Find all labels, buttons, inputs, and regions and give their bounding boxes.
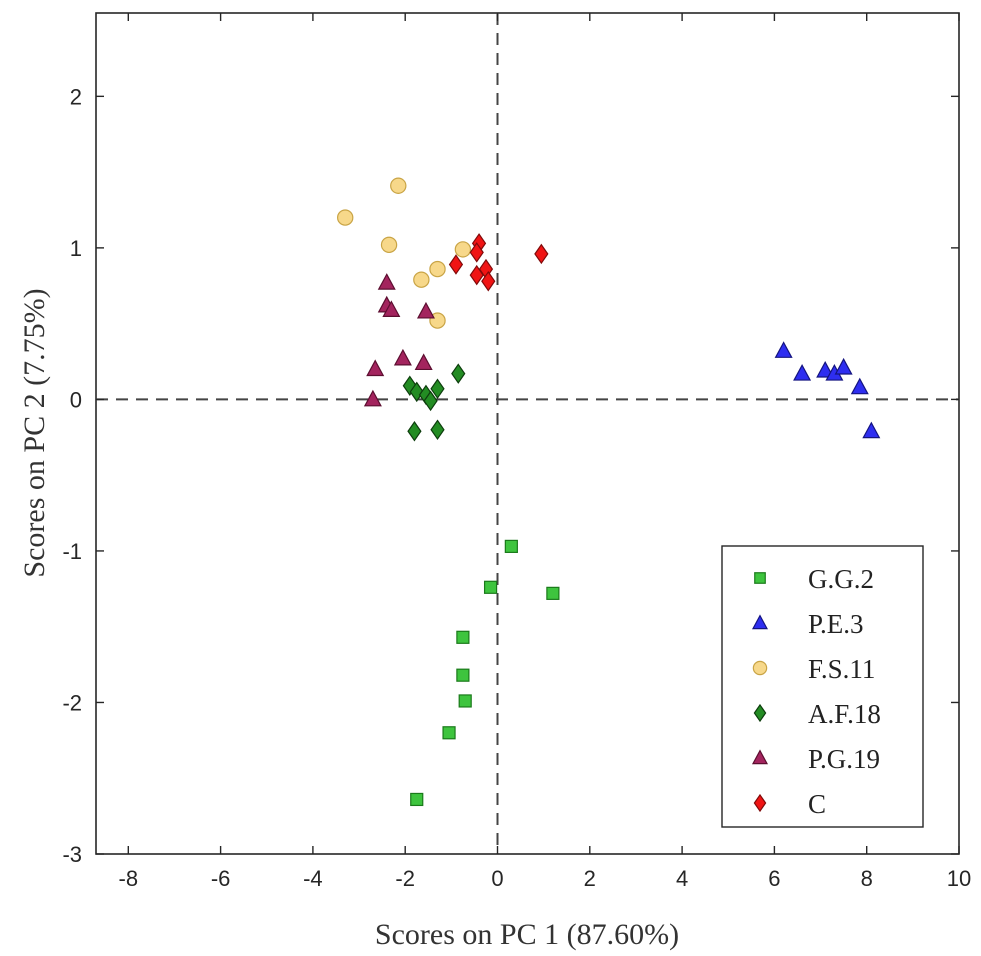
point-p-e-3 [834,357,853,375]
data-points [337,177,881,807]
y-tick-label: -2 [62,690,82,715]
point-f-s-11 [390,177,407,194]
x-tick-label: -4 [303,866,323,891]
point-a-f-18 [407,420,422,442]
x-axis-title: Scores on PC 1 (87.60%) [375,918,679,951]
y-tick-label: 2 [70,84,82,109]
point-c [448,254,464,275]
point-f-s-11 [454,241,472,258]
point-p-e-3 [816,360,835,378]
x-tick-label: 10 [947,866,971,891]
point-p-e-3 [862,421,881,439]
axis-ticks: -8 -6 -4 -2 0 2 4 6 8 10 -3 -2 -1 0 1 2 [62,13,971,891]
point-c [469,242,484,263]
y-tick-label: 0 [70,387,82,412]
y-tick-label: -3 [62,842,82,867]
point-p-e-3 [850,377,869,395]
point-a-f-18 [430,378,445,400]
point-p-g-19 [366,359,385,377]
point-p-e-3 [793,363,812,381]
point-p-g-19 [416,301,435,319]
y-axis-title: Scores on PC 2 (7.75%) [18,288,51,577]
x-tick-label: 2 [584,866,596,891]
point-g-g-2 [546,586,560,600]
point-p-e-3 [774,341,793,358]
x-tick-label: -2 [395,866,415,891]
point-c [534,243,549,265]
legend-marker-a-f-18 [753,703,767,723]
x-tick-label: 0 [491,866,503,891]
point-p-g-19 [377,273,396,290]
point-p-g-19 [414,353,433,371]
point-f-s-11 [429,260,446,278]
x-tick-label: 6 [768,866,780,891]
legend-label-p-e-3: P.E.3 [808,609,864,639]
point-g-g-2 [456,630,470,644]
legend-marker-f-s-11 [752,660,768,676]
point-g-g-2 [483,580,498,594]
point-g-g-2 [458,694,472,708]
x-tick-label: -6 [211,866,231,891]
point-g-g-2 [504,539,518,553]
legend-label-f-s-11: F.S.11 [808,654,875,684]
point-a-f-18 [430,419,445,440]
point-p-g-19 [382,300,401,318]
legend-label-a-f-18: A.F.18 [808,699,881,729]
point-g-g-2 [442,726,456,740]
legend-marker-p-g-19 [751,749,769,765]
point-g-g-2 [456,668,470,682]
point-c [481,270,496,292]
point-g-g-2 [410,792,424,807]
y-tick-label: 1 [70,236,82,261]
reference-lines [96,13,959,854]
legend-box [721,545,924,828]
legend-marker-c [753,793,767,813]
legend: G.G.2 P.E.3 F.S.11 A.F.18 P.G.19 C [721,545,924,828]
x-tick-label: 4 [676,866,688,891]
legend-label-c: C [808,789,826,819]
legend-label-p-g-19: P.G.19 [808,744,880,774]
point-f-s-11 [337,209,354,226]
point-p-g-19 [393,348,412,366]
legend-marker-g-g-2 [754,572,766,584]
point-a-f-18 [423,390,438,412]
point-a-f-18 [402,375,417,397]
x-tick-label: -8 [119,866,139,891]
y-tick-label: -1 [62,539,82,564]
point-f-s-11 [413,271,430,288]
legend-marker-p-e-3 [751,614,769,630]
legend-label-g-g-2: G.G.2 [808,564,874,594]
point-p-g-19 [363,389,382,407]
point-f-s-11 [380,236,398,254]
point-c [469,264,484,286]
point-a-f-18 [451,363,466,384]
x-tick-label: 8 [861,866,873,891]
